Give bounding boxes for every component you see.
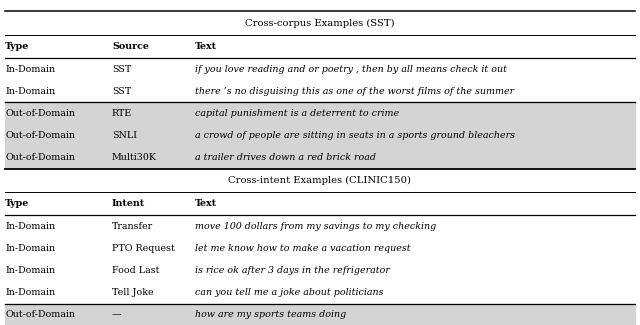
Text: In-Domain: In-Domain [5,222,55,231]
Bar [5,282,635,304]
Text: Out-of-Domain: Out-of-Domain [5,310,75,319]
Text: can you tell me a joke about politicians: can you tell me a joke about politicians [195,288,384,297]
Bar [5,192,635,215]
Text: —: — [112,310,122,319]
Text: In-Domain: In-Domain [5,244,55,253]
Text: Multi30K: Multi30K [112,153,157,162]
Text: how are my sports teams doing: how are my sports teams doing [195,310,346,319]
Text: Tell Joke: Tell Joke [112,288,154,297]
Text: Source: Source [112,42,149,51]
Text: there ’s no disguising this as one of the worst films of the summer: there ’s no disguising this as one of th… [195,87,515,96]
Text: if you love reading and or poetry , then by all means check it out: if you love reading and or poetry , then… [195,65,507,74]
Bar [5,238,635,260]
Text: In-Domain: In-Domain [5,65,55,74]
Text: Cross-corpus Examples (SST): Cross-corpus Examples (SST) [245,19,395,28]
Text: move 100 dollars from my savings to my checking: move 100 dollars from my savings to my c… [195,222,436,231]
Text: Intent: Intent [112,199,145,208]
Text: a crowd of people are sitting in seats in a sports ground bleachers: a crowd of people are sitting in seats i… [195,131,515,140]
Bar [5,304,635,325]
Text: Type: Type [5,199,29,208]
Text: Transfer: Transfer [112,222,153,231]
Bar [5,147,635,169]
Text: SNLI: SNLI [112,131,137,140]
Text: Text: Text [195,199,218,208]
Bar [5,35,635,58]
Text: Out-of-Domain: Out-of-Domain [5,131,75,140]
Text: is rice ok after 3 days in the refrigerator: is rice ok after 3 days in the refrigera… [195,266,390,275]
Bar [5,215,635,238]
Text: Cross-intent Examples (CLINIC150): Cross-intent Examples (CLINIC150) [228,176,412,185]
Text: In-Domain: In-Domain [5,87,55,96]
Text: In-Domain: In-Domain [5,266,55,275]
Text: Text: Text [195,42,218,51]
Bar [5,58,635,80]
Bar [5,124,635,147]
Text: RTE: RTE [112,109,132,118]
Bar [5,102,635,124]
Text: SST: SST [112,87,131,96]
Text: SST: SST [112,65,131,74]
Bar [5,11,635,35]
Bar [5,260,635,282]
Bar [5,80,635,102]
Bar [5,169,635,192]
Text: capital punishment is a deterrent to crime: capital punishment is a deterrent to cri… [195,109,399,118]
Text: Type: Type [5,42,29,51]
Text: let me know how to make a vacation request: let me know how to make a vacation reque… [195,244,411,253]
Text: Out-of-Domain: Out-of-Domain [5,109,75,118]
Text: Food Last: Food Last [112,266,159,275]
Text: Out-of-Domain: Out-of-Domain [5,153,75,162]
Text: In-Domain: In-Domain [5,288,55,297]
Text: PTO Request: PTO Request [112,244,175,253]
Text: a trailer drives down a red brick road: a trailer drives down a red brick road [195,153,376,162]
